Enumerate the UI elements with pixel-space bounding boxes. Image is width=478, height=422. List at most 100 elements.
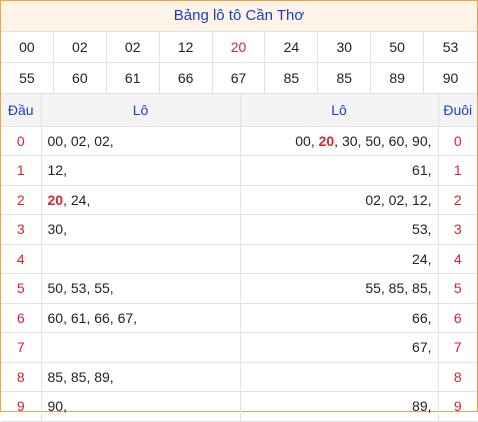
- lo-number: 24: [412, 250, 428, 267]
- lo-number: 60: [388, 132, 405, 149]
- result-number: 66: [159, 63, 213, 94]
- duoi-digit: 1: [438, 155, 477, 186]
- lo-by-duoi: [240, 362, 439, 392]
- dau-digit: 8: [1, 362, 42, 392]
- lo-by-dau: 90,: [41, 391, 241, 422]
- table-row: 6 60, 61, 66, 67, 66, 6: [1, 303, 477, 333]
- dau-digit: 9: [1, 391, 42, 422]
- lo-number: 90: [412, 132, 428, 149]
- lo-number: 85: [47, 368, 64, 385]
- lo-number: 61: [70, 309, 87, 326]
- lo-by-duoi: 24,: [240, 244, 439, 274]
- dau-digit: 0: [1, 126, 42, 156]
- result-number: 55: [1, 63, 54, 94]
- lo-number: 02: [70, 132, 87, 149]
- lo-number: 61: [412, 162, 428, 179]
- lo-number: 00: [295, 132, 311, 149]
- loto-table: Đầu Lô Lô Đuôi 0 00, 02, 02, 00, 20, 30, 5…: [1, 94, 477, 422]
- lo-number: 66: [94, 309, 110, 326]
- lo-number: 89: [412, 398, 428, 415]
- header-duoi: Đuôi: [438, 94, 477, 127]
- result-number: 30: [318, 32, 372, 63]
- duoi-digit: 2: [438, 185, 477, 215]
- table-row: 9 90, 89, 9: [1, 391, 477, 422]
- lo-number: 12: [412, 191, 428, 208]
- table-row: 0 00, 02, 02, 00, 20, 30, 50, 60, 90, 0: [1, 126, 477, 156]
- lo-by-duoi: 00, 20, 30, 50, 60, 90,: [240, 126, 439, 156]
- lo-number: 55: [94, 280, 110, 297]
- table-row: 3 30, 53, 3: [1, 214, 477, 245]
- lo-by-dau: 60, 61, 66, 67,: [41, 303, 241, 333]
- table-row: 5 50, 53, 55, 55, 85, 85, 5: [1, 273, 477, 304]
- lo-number: 60: [47, 309, 64, 326]
- table-title: Bảng lô tô Cần Thơ: [1, 1, 477, 32]
- result-number: 85: [265, 63, 319, 94]
- table-row: 1 12, 61, 1: [1, 155, 477, 186]
- result-number: 02: [106, 32, 160, 63]
- dau-digit: 2: [1, 185, 42, 215]
- lo-number: 50: [47, 280, 64, 297]
- lo-number: 02: [94, 132, 110, 149]
- lo-number: 02: [388, 191, 405, 208]
- table-row: 4 24, 4: [1, 244, 477, 274]
- table-header-row: Đầu Lô Lô Đuôi: [1, 94, 477, 127]
- lo-number: 85: [388, 280, 405, 297]
- lo-by-duoi: 55, 85, 85,: [240, 273, 439, 304]
- lo-by-duoi: 89,: [240, 391, 439, 422]
- lo-by-duoi: 61,: [240, 155, 439, 186]
- header-lo-right: Lô: [240, 94, 439, 127]
- result-number: 12: [159, 32, 213, 63]
- result-number: 20: [212, 32, 266, 63]
- result-number: 90: [424, 63, 477, 94]
- lo-by-dau: 12,: [41, 155, 241, 186]
- lo-number: 53: [70, 280, 87, 297]
- duoi-digit: 8: [438, 362, 477, 392]
- lo-by-duoi: 53,: [240, 214, 439, 245]
- result-number: 50: [371, 32, 425, 63]
- dau-digit: 5: [1, 273, 42, 304]
- result-number: 89: [371, 63, 425, 94]
- dau-digit: 1: [1, 155, 42, 186]
- lo-number: 12: [47, 162, 64, 179]
- result-number: 61: [106, 63, 160, 94]
- duoi-digit: 0: [438, 126, 477, 156]
- lo-by-dau: 50, 53, 55,: [41, 273, 241, 304]
- lo-number: 85: [412, 280, 428, 297]
- dau-digit: 6: [1, 303, 42, 333]
- lo-by-dau: 30,: [41, 214, 241, 245]
- lo-by-dau: [41, 332, 241, 363]
- result-number: 02: [53, 32, 107, 63]
- lo-number: 89: [94, 368, 110, 385]
- lo-number: 55: [365, 280, 381, 297]
- duoi-digit: 4: [438, 244, 477, 274]
- result-number: 85: [318, 63, 372, 94]
- lo-by-dau: [41, 244, 241, 274]
- lo-by-dau: 00, 02, 02,: [41, 126, 241, 156]
- lo-number: 66: [412, 309, 428, 326]
- lo-number: 00: [47, 132, 64, 149]
- result-number: 24: [265, 32, 319, 63]
- lo-number: 53: [412, 221, 428, 238]
- lo-number: 20: [318, 132, 335, 149]
- result-number-grid: 00 02 02 12 20 24 30 50 53 55 60 61 66 67 85 85 89 90: [1, 32, 477, 94]
- lo-number: 67: [412, 339, 428, 356]
- lo-number: 85: [70, 368, 87, 385]
- duoi-digit: 5: [438, 273, 477, 304]
- lo-number: 67: [117, 309, 134, 326]
- lo-number: 50: [365, 132, 381, 149]
- lo-by-duoi: 67,: [240, 332, 439, 363]
- duoi-digit: 9: [438, 391, 477, 422]
- lo-by-dau: 20, 24,: [41, 185, 241, 215]
- lo-number: 24: [70, 191, 87, 208]
- lo-number: 20: [47, 191, 64, 208]
- duoi-digit: 7: [438, 332, 477, 363]
- result-number: 53: [424, 32, 477, 63]
- result-number: 67: [212, 63, 266, 94]
- lo-number: 02: [365, 191, 381, 208]
- lo-by-duoi: 02, 02, 12,: [240, 185, 439, 215]
- dau-digit: 7: [1, 332, 42, 363]
- table-row: 2 20, 24, 02, 02, 12, 2: [1, 185, 477, 215]
- lo-number: 90: [47, 398, 64, 415]
- lo-by-dau: 85, 85, 89,: [41, 362, 241, 392]
